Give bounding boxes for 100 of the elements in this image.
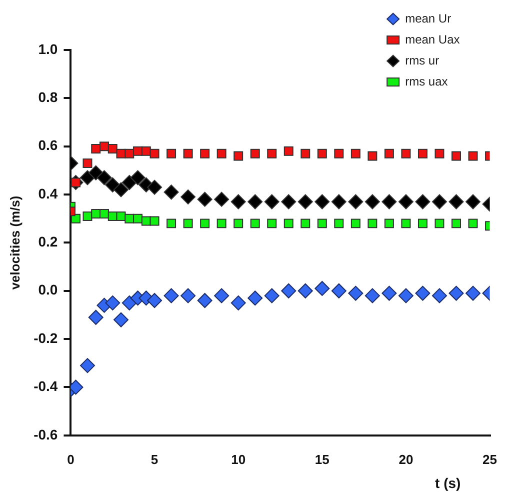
point <box>350 148 360 158</box>
point <box>434 148 444 158</box>
y-tick-label: 0.6 <box>38 137 58 154</box>
point <box>216 218 226 228</box>
point <box>334 218 344 228</box>
point <box>331 194 346 210</box>
point <box>382 194 397 210</box>
point <box>183 218 193 228</box>
point <box>88 165 104 180</box>
point <box>466 286 481 301</box>
y-tick-label: -0.4 <box>34 378 58 394</box>
point <box>250 148 260 158</box>
point <box>141 216 151 226</box>
point <box>96 170 112 186</box>
x-tick-label: 20 <box>398 452 414 467</box>
point <box>124 214 134 224</box>
y-tick-label: 1.0 <box>38 40 58 57</box>
point <box>418 148 428 158</box>
point <box>348 286 364 301</box>
point <box>200 218 210 228</box>
point <box>114 312 129 328</box>
point <box>432 194 447 210</box>
legend-label: mean Ur <box>405 11 452 26</box>
point <box>180 288 196 304</box>
point <box>317 218 327 228</box>
point <box>364 194 380 210</box>
point <box>418 218 428 228</box>
point <box>166 148 176 158</box>
y-tick-label: 0.8 <box>38 89 58 106</box>
point <box>164 288 179 304</box>
point <box>314 194 330 210</box>
x-tick-label: 5 <box>150 452 158 467</box>
point <box>284 218 294 228</box>
point <box>348 194 364 210</box>
point <box>401 148 411 158</box>
legend-label: rms ur <box>405 53 440 68</box>
point <box>214 288 230 304</box>
point <box>248 290 263 306</box>
point <box>248 194 263 210</box>
point <box>452 151 461 161</box>
point <box>166 218 176 228</box>
point <box>382 286 397 301</box>
point <box>384 148 394 158</box>
point <box>415 286 430 301</box>
legend-label: rms uax <box>405 74 448 88</box>
point <box>230 295 246 310</box>
point <box>130 170 146 186</box>
point <box>281 283 296 298</box>
point <box>164 184 179 200</box>
point <box>141 146 151 156</box>
point <box>300 148 310 158</box>
point <box>415 194 430 210</box>
point <box>82 211 92 221</box>
point <box>116 211 126 221</box>
point <box>108 211 118 221</box>
y-tick-label: -0.6 <box>34 426 58 442</box>
legend-label: mean Uax <box>405 32 460 46</box>
point <box>368 218 378 228</box>
point <box>197 192 212 207</box>
point <box>364 288 380 304</box>
point <box>368 151 378 161</box>
point <box>133 214 143 224</box>
point <box>432 288 447 304</box>
point <box>147 180 162 195</box>
point <box>298 194 313 210</box>
point <box>230 194 246 210</box>
point <box>448 286 464 301</box>
x-tick-label: 0 <box>67 452 74 467</box>
point <box>317 148 327 158</box>
x-tick-label: 10 <box>231 452 246 467</box>
point <box>200 148 210 158</box>
point <box>183 148 193 158</box>
point <box>267 218 277 228</box>
point <box>298 283 313 298</box>
point <box>468 151 478 161</box>
point <box>147 293 162 308</box>
point <box>133 146 143 156</box>
y-tick-label: 0.2 <box>38 234 58 250</box>
point <box>91 209 101 219</box>
point <box>180 189 196 204</box>
point <box>434 218 444 228</box>
point <box>468 218 478 228</box>
point <box>124 148 134 158</box>
point <box>114 182 129 198</box>
point <box>82 158 92 168</box>
y-tick-label: 0.4 <box>38 185 58 202</box>
point <box>448 194 464 210</box>
point <box>314 280 330 296</box>
x-axis-title: t (s) <box>435 475 461 491</box>
point <box>150 148 160 158</box>
point <box>214 192 230 207</box>
point <box>398 288 414 304</box>
point <box>197 293 212 308</box>
point <box>384 218 394 228</box>
point <box>334 148 344 158</box>
point <box>264 288 280 304</box>
point <box>466 194 481 210</box>
point <box>71 214 80 224</box>
point <box>80 358 95 374</box>
point <box>452 218 461 228</box>
